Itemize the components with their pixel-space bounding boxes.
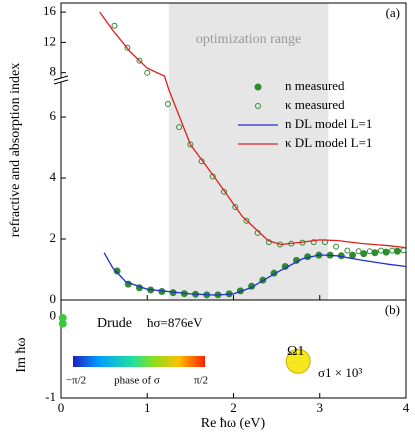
legend-label: n DL model L=1	[285, 116, 372, 131]
drude-sigma: ħσ=876eV	[147, 315, 203, 330]
colorbar	[73, 356, 205, 367]
y-axis-label: Im ħω	[14, 337, 29, 372]
y-tick-label: 2	[50, 230, 57, 245]
model-line	[99, 11, 406, 249]
legend-label: κ DL model L=1	[285, 135, 372, 150]
data-point	[393, 247, 401, 255]
frame-b	[60, 299, 407, 399]
data-point	[176, 124, 183, 131]
data-point	[333, 243, 340, 250]
y-tick-label: 12	[43, 33, 56, 48]
panel-label: (b)	[385, 302, 400, 317]
y-axis-label: refractive and absorption index	[8, 63, 23, 238]
data-point	[344, 247, 351, 254]
data-point	[360, 250, 368, 258]
x-tick-label: 2	[230, 400, 237, 415]
data-point	[377, 247, 384, 254]
data-point	[355, 248, 362, 255]
pole	[58, 313, 67, 322]
x-axis-label: Re ħω (eV)	[201, 416, 266, 431]
pole	[58, 319, 67, 328]
data-point	[164, 100, 171, 107]
y-tick-label: 4	[50, 169, 57, 184]
data-point	[349, 251, 357, 259]
data-point	[389, 247, 396, 254]
data-point	[113, 267, 121, 275]
legend-label: κ measured	[285, 97, 345, 112]
y-tick-label: -1	[45, 389, 56, 404]
data-point	[136, 57, 143, 64]
y-tick-label: 0	[50, 291, 57, 306]
size-label: σ1 × 10³	[318, 365, 362, 380]
x-tick-label: 1	[144, 400, 151, 415]
legend-marker	[255, 103, 261, 109]
data-point	[366, 248, 373, 255]
y-tick-label: 0	[50, 307, 57, 322]
data-point	[124, 44, 131, 51]
panel-label: (a)	[386, 5, 400, 20]
colorbar-label: phase of σ	[114, 375, 160, 387]
data-point	[382, 248, 390, 256]
data-point	[371, 249, 379, 257]
pole	[285, 348, 311, 374]
x-tick-label: 0	[58, 400, 65, 415]
data-point	[400, 247, 407, 254]
x-tick-label: 3	[317, 400, 324, 415]
y-tick-label: 6	[50, 108, 57, 123]
legend-marker	[254, 83, 262, 91]
colorbar-max: π/2	[194, 375, 208, 387]
axis-break	[55, 78, 67, 82]
data-point	[232, 204, 239, 211]
data-point	[243, 217, 250, 224]
data-point	[111, 22, 118, 29]
data-point	[187, 141, 194, 148]
y-tick-label: 8	[50, 64, 57, 79]
data-point	[144, 69, 151, 76]
data-point	[310, 239, 317, 246]
axis-break-marks	[53, 75, 69, 85]
shaded-label: optimization range	[196, 32, 301, 47]
data-point	[221, 188, 228, 195]
x-tick-label: 4	[403, 400, 410, 415]
legend-label: n measured	[285, 78, 345, 93]
y-tick-label: 16	[43, 3, 57, 18]
drude-label: Drude	[97, 316, 132, 331]
pole-label: Ω1	[287, 344, 304, 359]
model-line	[103, 252, 406, 296]
colorbar-min: −π/2	[66, 375, 86, 387]
